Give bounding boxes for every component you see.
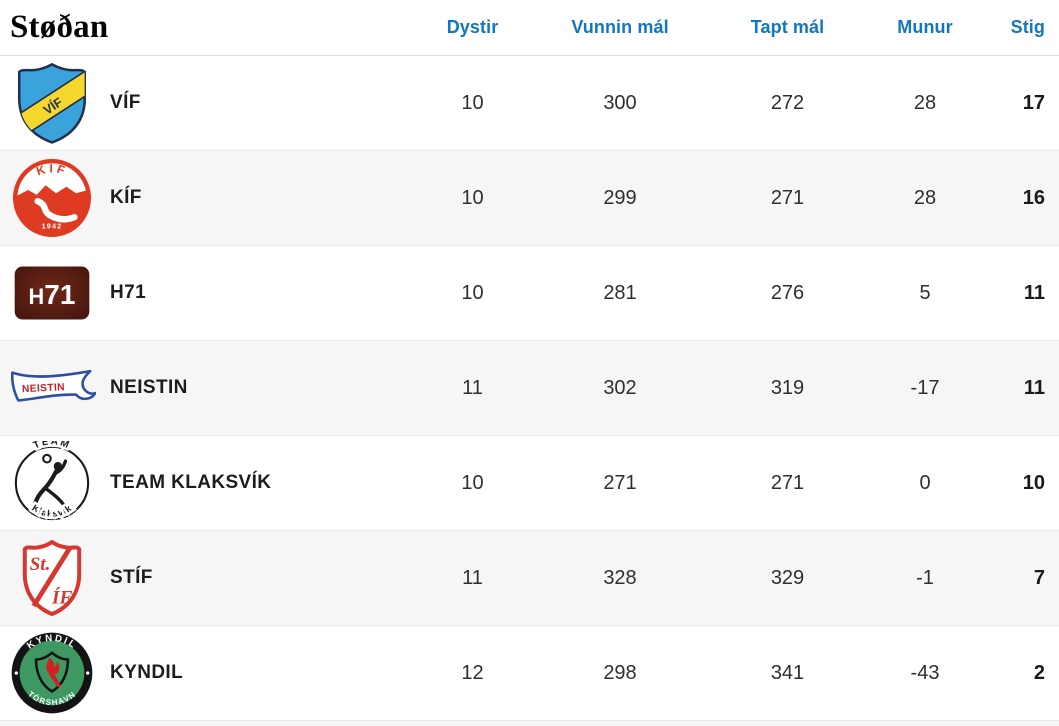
team-name: KÍF xyxy=(110,187,142,208)
table-row: KYNDIL TÓRSHAVN KYNDIL 12 298 341 -43 2 xyxy=(0,626,1059,721)
cell-vunnin-mal: 300 xyxy=(603,91,637,114)
team-klaksvik-circle-logo: TEAM Klaksvik xyxy=(8,440,96,526)
kyndil-circle-logo: KYNDIL TÓRSHAVN xyxy=(8,630,96,716)
vif-shield-logo: VÍF xyxy=(8,60,96,146)
cell-tapt-mal: 319 xyxy=(770,376,805,399)
cell-vunnin-mal: 298 xyxy=(603,661,637,684)
cell-vunnin-mal: 281 xyxy=(603,281,637,304)
cell-dystir: 11 xyxy=(462,376,483,399)
cell-stig: 2 xyxy=(1033,661,1045,684)
cell-vunnin-mal: 328 xyxy=(603,566,637,589)
svg-text:1942: 1942 xyxy=(42,221,63,230)
table-row: VÍF VÍF 10 300 272 28 17 xyxy=(0,56,1059,151)
cell-munur: -17 xyxy=(910,376,940,399)
cell-stig: 17 xyxy=(1022,91,1045,114)
column-header-stig: Stig xyxy=(1010,17,1045,37)
cell-stig: 11 xyxy=(1023,281,1045,304)
cell-vunnin-mal: 302 xyxy=(603,376,637,399)
cell-dystir: 10 xyxy=(461,471,484,494)
team-cell: NEISTIN NEISTIN xyxy=(0,345,410,431)
team-name: NEISTIN xyxy=(110,377,188,398)
cell-munur: -43 xyxy=(910,661,940,684)
team-cell: TEAM Klaksvik TEAM KLAKSVÍK xyxy=(0,440,410,526)
cell-dystir: 10 xyxy=(461,186,484,209)
svg-text:H71: H71 xyxy=(29,279,76,310)
stif-team-cell: St. ÍF STÍF xyxy=(0,535,410,621)
table-header-row: Støðan Dystir Vunnin mál Tapt mál Munur … xyxy=(0,0,1059,56)
cell-tapt-mal: 276 xyxy=(770,281,805,304)
cell-tapt-mal: 272 xyxy=(770,91,805,114)
cell-dystir: 10 xyxy=(461,281,484,304)
cell-munur: -1 xyxy=(916,566,934,589)
page-title: Støðan xyxy=(10,9,109,45)
table-row: NEISTIN NEISTIN 11 302 319 -17 11 xyxy=(0,341,1059,436)
column-header-munur: Munur xyxy=(897,17,953,37)
svg-text:TEAM: TEAM xyxy=(32,441,72,452)
team-name: KYNDIL xyxy=(110,662,184,683)
team-name: VÍF xyxy=(110,92,141,113)
cell-vunnin-mal: 271 xyxy=(603,471,637,494)
svg-text:NEISTIN: NEISTIN xyxy=(22,382,66,395)
table-row: H71 H71 10 281 276 5 11 xyxy=(0,246,1059,341)
table-row: St. ÍF STÍF 11 328 329 -1 7 xyxy=(0,531,1059,626)
cell-munur: 28 xyxy=(913,91,937,114)
column-header-vunnin-mal: Vunnin mál xyxy=(571,17,669,37)
cell-tapt-mal: 329 xyxy=(770,566,805,589)
kif-circle-logo: KÍF 1942 xyxy=(8,155,96,241)
cell-dystir: 11 xyxy=(462,566,483,589)
column-header-tapt-mal: Tapt mál xyxy=(750,17,825,37)
svg-text:St.: St. xyxy=(30,554,51,575)
cell-tapt-mal: 341 xyxy=(770,661,805,684)
team-cell: KÍF 1942 KÍF xyxy=(0,155,410,241)
team-cell: H71 H71 xyxy=(0,250,410,336)
h71-badge-logo: H71 xyxy=(8,250,96,336)
stif-shield-logo: St. ÍF xyxy=(8,535,96,621)
column-header-dystir: Dystir xyxy=(446,17,499,37)
cell-dystir: 12 xyxy=(461,661,484,684)
cell-munur: 0 xyxy=(919,471,931,494)
cell-stig: 11 xyxy=(1023,376,1045,399)
partial-next-row xyxy=(0,721,1059,726)
cell-stig: 7 xyxy=(1033,566,1045,589)
neistin-pennant-logo: NEISTIN xyxy=(8,345,96,431)
cell-tapt-mal: 271 xyxy=(770,186,805,209)
cell-stig: 16 xyxy=(1022,186,1045,209)
team-name: STÍF xyxy=(110,567,153,588)
team-name: H71 xyxy=(110,282,147,303)
team-name: TEAM KLAKSVÍK xyxy=(110,472,272,493)
table-row: TEAM Klaksvik TEAM KLAKSVÍK 10 271 271 0… xyxy=(0,436,1059,531)
cell-stig: 10 xyxy=(1022,471,1045,494)
cell-tapt-mal: 271 xyxy=(770,471,805,494)
cell-munur: 28 xyxy=(913,186,937,209)
svg-text:ÍF: ÍF xyxy=(51,587,72,609)
cell-munur: 5 xyxy=(919,281,931,304)
cell-vunnin-mal: 299 xyxy=(603,186,637,209)
team-cell: VÍF VÍF xyxy=(0,60,410,146)
table-row: KÍF 1942 KÍF 10 299 271 28 16 xyxy=(0,151,1059,246)
team-cell: KYNDIL TÓRSHAVN KYNDIL xyxy=(0,630,410,716)
cell-dystir: 10 xyxy=(461,91,484,114)
